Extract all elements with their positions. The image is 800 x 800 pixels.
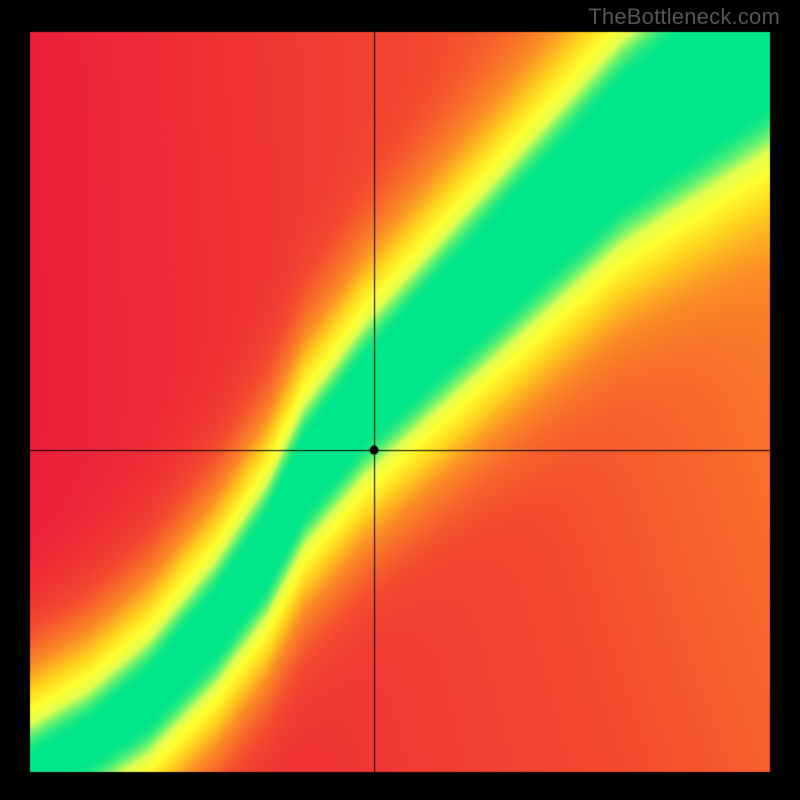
watermark-text: TheBottleneck.com — [588, 4, 780, 30]
figure-frame: TheBottleneck.com — [0, 0, 800, 800]
bottleneck-heatmap — [0, 0, 800, 800]
